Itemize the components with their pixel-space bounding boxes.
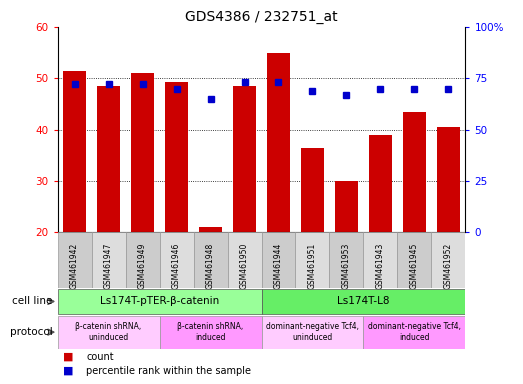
Bar — [126, 232, 160, 288]
Bar — [363, 316, 465, 349]
Bar — [431, 232, 465, 288]
Bar — [58, 232, 92, 288]
Bar — [199, 227, 222, 232]
Bar — [58, 316, 160, 349]
Bar — [228, 232, 262, 288]
Text: cell line: cell line — [12, 296, 52, 306]
Text: dominant-negative Tcf4,
induced: dominant-negative Tcf4, induced — [368, 323, 461, 342]
Text: dominant-negative Tcf4,
uninduced: dominant-negative Tcf4, uninduced — [266, 323, 359, 342]
Bar — [165, 82, 188, 232]
Bar — [301, 147, 324, 232]
Bar — [92, 232, 126, 288]
Bar — [363, 232, 397, 288]
Bar — [403, 112, 426, 232]
Text: GSM461944: GSM461944 — [274, 242, 283, 289]
Text: count: count — [86, 352, 114, 362]
Text: GSM461946: GSM461946 — [172, 242, 181, 289]
Bar — [131, 73, 154, 232]
Text: Ls174T-L8: Ls174T-L8 — [337, 296, 390, 306]
Title: GDS4386 / 232751_at: GDS4386 / 232751_at — [185, 10, 338, 25]
Bar — [329, 232, 363, 288]
Bar — [262, 232, 295, 288]
Text: GSM461951: GSM461951 — [308, 242, 317, 289]
Text: ■: ■ — [63, 366, 73, 376]
Bar — [194, 232, 228, 288]
Bar — [267, 53, 290, 232]
Text: β-catenin shRNA,
uninduced: β-catenin shRNA, uninduced — [75, 323, 142, 342]
Bar — [437, 127, 460, 232]
Bar — [233, 86, 256, 232]
Text: GSM461949: GSM461949 — [138, 242, 147, 289]
Text: Ls174T-pTER-β-catenin: Ls174T-pTER-β-catenin — [100, 296, 219, 306]
Text: GSM461943: GSM461943 — [376, 242, 385, 289]
Text: percentile rank within the sample: percentile rank within the sample — [86, 366, 251, 376]
Bar — [397, 232, 431, 288]
Text: GSM461952: GSM461952 — [444, 242, 453, 289]
Bar — [160, 232, 194, 288]
Text: GSM461953: GSM461953 — [342, 242, 351, 289]
Text: GSM461947: GSM461947 — [104, 242, 113, 289]
Text: GSM461942: GSM461942 — [70, 242, 79, 289]
Bar — [63, 71, 86, 232]
Text: GSM461948: GSM461948 — [206, 242, 215, 289]
Bar — [262, 288, 465, 314]
Bar — [335, 181, 358, 232]
Text: GSM461945: GSM461945 — [410, 242, 419, 289]
Text: protocol: protocol — [9, 327, 52, 337]
Bar — [58, 288, 262, 314]
Bar — [262, 316, 363, 349]
Bar — [295, 232, 329, 288]
Text: β-catenin shRNA,
induced: β-catenin shRNA, induced — [177, 323, 244, 342]
Text: GSM461950: GSM461950 — [240, 242, 249, 289]
Bar — [160, 316, 262, 349]
Bar — [97, 86, 120, 232]
Text: ■: ■ — [63, 352, 73, 362]
Bar — [369, 135, 392, 232]
